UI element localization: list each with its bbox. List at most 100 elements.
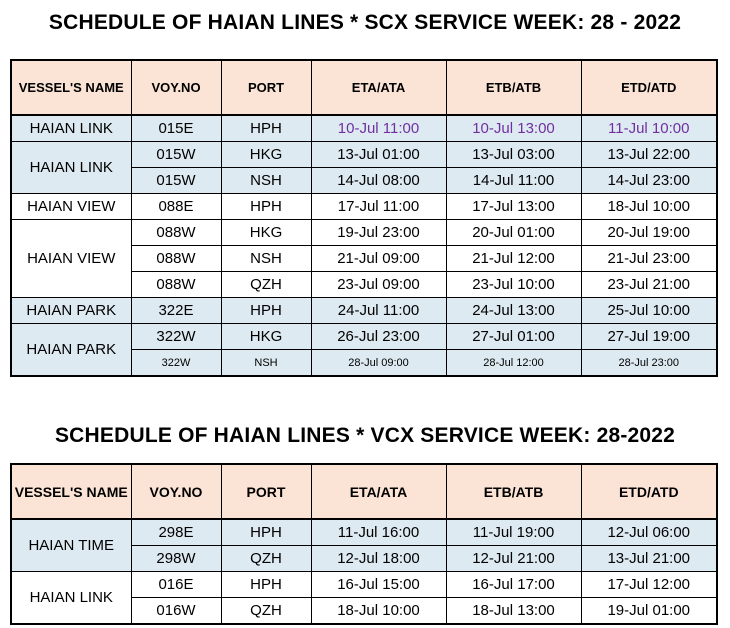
table-row: HAIAN TIME 298E HPH 11-Jul 16:00 11-Jul … (10, 518, 718, 572)
voy-no: 298E (130, 518, 222, 546)
port: HPH (220, 193, 312, 220)
table-row: 016W QZH 18-Jul 10:00 18-Jul 13:00 19-Ju… (11, 597, 718, 625)
header-eta: ETA/ATA (310, 463, 447, 520)
etb: 18-Jul 13:00 (445, 597, 582, 625)
vcx-header-row: VESSEL'S NAME VOY.NO PORT ETA/ATA ETB/AT… (10, 463, 718, 520)
vessel-name: HAIAN PARK (10, 297, 132, 324)
voy-no: 298W (130, 545, 222, 572)
voy-no: 016E (130, 571, 222, 598)
table-row: HAIAN PARK 322E HPH 24-Jul 11:00 24-Jul … (10, 297, 718, 324)
table-row: HAIAN PARK 322W HKG 26-Jul 23:00 27-Jul … (10, 323, 718, 377)
port: QZH (220, 597, 312, 625)
etd: 11-Jul 10:00 (580, 114, 718, 142)
eta: 24-Jul 11:00 (310, 297, 447, 324)
etd: 13-Jul 22:00 (580, 141, 718, 168)
header-vessel-name: VESSEL'S NAME (10, 59, 132, 116)
port: HPH (220, 114, 312, 142)
header-eta: ETA/ATA (310, 59, 447, 116)
vcx-schedule-table: VESSEL'S NAME VOY.NO PORT ETA/ATA ETB/AT… (10, 463, 718, 625)
table-row: 298W QZH 12-Jul 18:00 12-Jul 21:00 13-Ju… (11, 545, 718, 572)
port: NSH (220, 349, 312, 377)
table-row: HAIAN VIEW 088W HKG 19-Jul 23:00 20-Jul … (10, 219, 718, 298)
header-voy-no: VOY.NO (130, 59, 222, 116)
eta: 16-Jul 15:00 (310, 571, 447, 598)
voy-no: 015E (130, 114, 222, 142)
port: HKG (220, 219, 312, 246)
voy-no: 088W (130, 271, 222, 298)
eta: 17-Jul 11:00 (310, 193, 447, 220)
table-row: HAIAN LINK 015E HPH 10-Jul 11:00 10-Jul … (10, 114, 718, 142)
voy-no: 322E (130, 297, 222, 324)
table-row: HAIAN VIEW 088E HPH 17-Jul 11:00 17-Jul … (10, 193, 718, 220)
scx-schedule-table: VESSEL'S NAME VOY.NO PORT ETA/ATA ETB/AT… (10, 59, 718, 377)
voy-no: 015W (130, 141, 222, 168)
vessel-name: HAIAN LINK (10, 114, 132, 142)
etd: 17-Jul 12:00 (580, 571, 718, 598)
eta: 10-Jul 11:00 (310, 114, 447, 142)
etd: 25-Jul 10:00 (580, 297, 718, 324)
etd: 13-Jul 21:00 (580, 545, 718, 572)
table-row: 088W NSH 21-Jul 09:00 21-Jul 12:00 21-Ju… (11, 245, 718, 272)
etd: 14-Jul 23:00 (580, 167, 718, 194)
etb: 27-Jul 01:00 (445, 323, 582, 350)
header-voy-no: VOY.NO (130, 463, 222, 520)
header-etd: ETD/ATD (580, 463, 718, 520)
eta: 14-Jul 08:00 (310, 167, 447, 194)
etd: 23-Jul 21:00 (580, 271, 718, 298)
port: HKG (220, 323, 312, 350)
eta: 11-Jul 16:00 (310, 518, 447, 546)
header-etb: ETB/ATB (445, 59, 582, 116)
eta: 21-Jul 09:00 (310, 245, 447, 272)
eta: 12-Jul 18:00 (310, 545, 447, 572)
eta: 28-Jul 09:00 (310, 349, 447, 377)
etb: 28-Jul 12:00 (445, 349, 582, 377)
etb: 13-Jul 03:00 (445, 141, 582, 168)
port: QZH (220, 545, 312, 572)
header-port: PORT (220, 463, 312, 520)
etd: 19-Jul 01:00 (580, 597, 718, 625)
table-row: HAIAN LINK 016E HPH 16-Jul 15:00 16-Jul … (10, 571, 718, 625)
vessel-name: HAIAN LINK (10, 571, 132, 625)
port: HPH (220, 518, 312, 546)
etb: 10-Jul 13:00 (445, 114, 582, 142)
etd: 27-Jul 19:00 (580, 323, 718, 350)
etd: 28-Jul 23:00 (580, 349, 718, 377)
table-row: 015W NSH 14-Jul 08:00 14-Jul 11:00 14-Ju… (11, 167, 718, 194)
header-etd: ETD/ATD (580, 59, 718, 116)
etb: 12-Jul 21:00 (445, 545, 582, 572)
vessel-name: HAIAN TIME (10, 518, 132, 572)
table-row: 088W QZH 23-Jul 09:00 23-Jul 10:00 23-Ju… (11, 271, 718, 298)
vcx-title: SCHEDULE OF HAIAN LINES * VCX SERVICE WE… (54, 424, 676, 447)
voy-no: 088W (130, 219, 222, 246)
vessel-name: HAIAN PARK (10, 323, 132, 377)
header-etb: ETB/ATB (445, 463, 582, 520)
port: QZH (220, 271, 312, 298)
header-port: PORT (220, 59, 312, 116)
voy-no: 088W (130, 245, 222, 272)
eta: 18-Jul 10:00 (310, 597, 447, 625)
etb: 17-Jul 13:00 (445, 193, 582, 220)
etb: 20-Jul 01:00 (445, 219, 582, 246)
vessel-name: HAIAN VIEW (10, 193, 132, 220)
scx-header-row: VESSEL'S NAME VOY.NO PORT ETA/ATA ETB/AT… (10, 59, 718, 116)
port: HKG (220, 141, 312, 168)
etd: 18-Jul 10:00 (580, 193, 718, 220)
etb: 14-Jul 11:00 (445, 167, 582, 194)
eta: 19-Jul 23:00 (310, 219, 447, 246)
eta: 13-Jul 01:00 (310, 141, 447, 168)
vessel-name: HAIAN VIEW (10, 219, 132, 298)
voy-no: 088E (130, 193, 222, 220)
voy-no: 322W (130, 323, 222, 350)
table-row: HAIAN LINK 015W HKG 13-Jul 01:00 13-Jul … (10, 141, 718, 194)
etd: 20-Jul 19:00 (580, 219, 718, 246)
eta: 26-Jul 23:00 (310, 323, 447, 350)
port: HPH (220, 571, 312, 598)
etd: 12-Jul 06:00 (580, 518, 718, 546)
header-vessel-name: VESSEL'S NAME (10, 463, 132, 520)
voy-no: 015W (130, 167, 222, 194)
etb: 23-Jul 10:00 (445, 271, 582, 298)
etb: 21-Jul 12:00 (445, 245, 582, 272)
voy-no: 322W (130, 349, 222, 377)
etb: 16-Jul 17:00 (445, 571, 582, 598)
port: NSH (220, 245, 312, 272)
